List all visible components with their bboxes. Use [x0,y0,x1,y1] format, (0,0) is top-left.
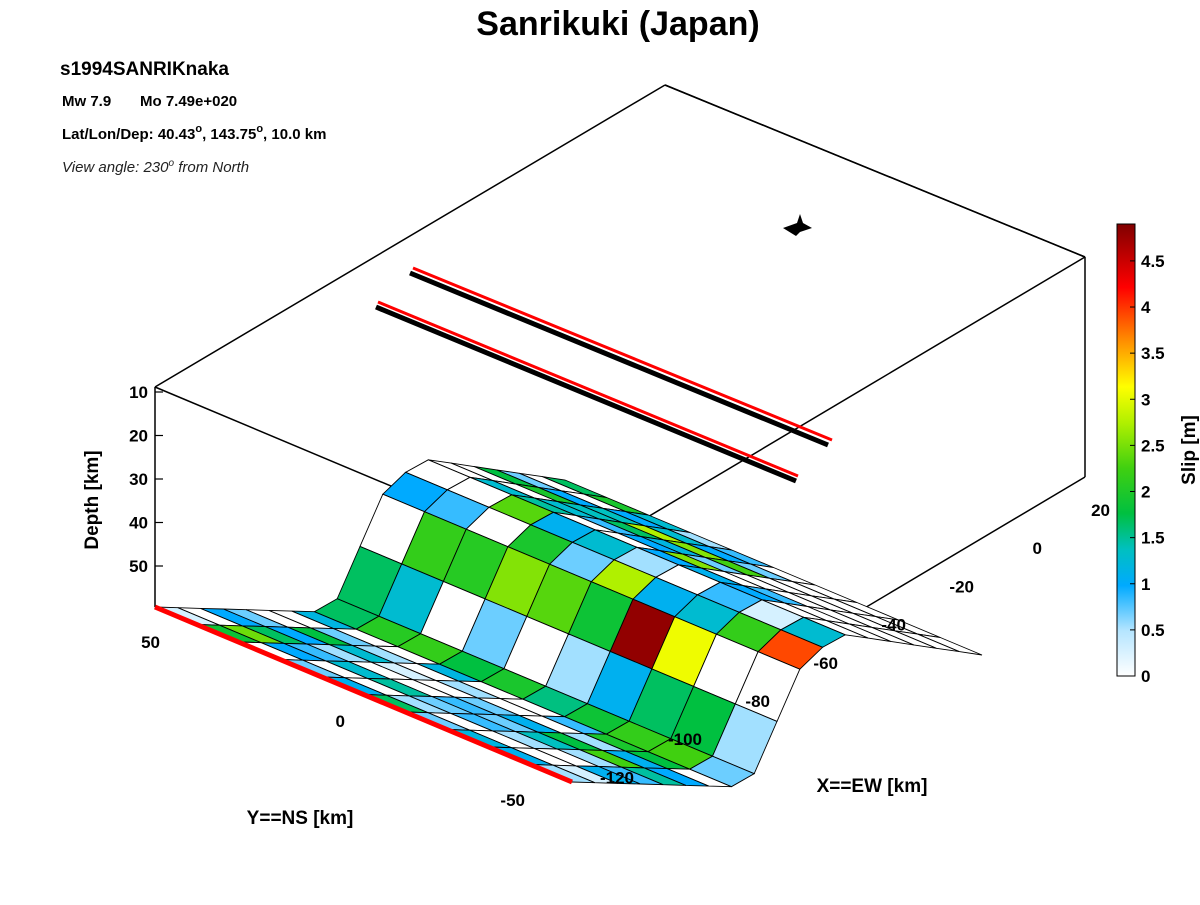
depth-tick-label: 20 [129,427,148,446]
trace-line-upper-red [412,266,833,442]
depth-tick-label: 40 [129,514,148,533]
ew-axis-label: X==EW [km] [817,776,928,797]
ns-axis: 50 0 -50 [141,633,525,810]
depth-tick-label: 50 [129,557,148,576]
ns-tick-label: 50 [141,633,160,652]
trace-line-lower-black [375,304,797,484]
event-id: s1994SANRIKnaka [60,59,229,80]
epicenter-star-icon [783,214,812,236]
ew-tick-label: -20 [949,577,974,596]
ns-tick-label: 0 [336,712,345,731]
ew-tick-label: -40 [881,616,906,635]
ew-tick-label: -120 [600,768,634,787]
ew-tick-label: -80 [745,692,770,711]
top-edge [664,84,1086,258]
fault-slip-surface [154,459,983,788]
colorbar-ticks: 0 0.5 1 1.5 2 2.5 3 3.5 4 4.5 [1130,252,1165,686]
colorbar [1116,223,1136,677]
ew-axis: 20 0 -20 -40 -60 -80 -100 -120 [600,501,1110,787]
depth-axis-label: Depth [km] [82,450,103,549]
moment-label: Mo 7.49e+020 [140,93,237,110]
colorbar-tick-label: 2 [1141,483,1150,502]
ew-tick-label: 0 [1033,539,1042,558]
figure-title: Sanrikuki (Japan) [476,5,759,43]
ew-tick-label: -60 [813,654,838,673]
depth-tick-label: 10 [129,383,148,402]
view-angle-label: View angle: 230o from North [62,158,249,176]
trench-line [154,604,573,785]
colorbar-tick-label: 4 [1141,298,1151,317]
colorbar-tick-label: 2.5 [1141,436,1165,455]
colorbar-tick-label: 4.5 [1141,252,1165,271]
location-label: Lat/Lon/Dep: 40.43o, 143.75o, 10.0 km [62,123,326,143]
colorbar-tick-label: 0 [1141,667,1150,686]
depth-axis: 10 20 30 40 50 [129,383,163,576]
colorbar-tick-label: 3 [1141,390,1150,409]
ns-tick-label: -50 [500,791,525,810]
depth-tick-label: 30 [129,470,148,489]
ew-tick-label: 20 [1091,501,1110,520]
ns-axis-label: Y==NS [km] [247,808,354,829]
trace-line-upper-black [409,270,829,448]
ew-tick-label: -100 [668,730,702,749]
colorbar-tick-label: 1 [1141,575,1150,594]
colorbar-tick-label: 1.5 [1141,529,1165,548]
colorbar-tick-label: 0.5 [1141,621,1165,640]
colorbar-tick-label: 3.5 [1141,344,1165,363]
magnitude-label: Mw 7.9 [62,93,111,110]
colorbar-label: Slip [m] [1179,415,1200,485]
trace-line-lower-red [377,300,799,478]
fault-traces [154,266,833,785]
